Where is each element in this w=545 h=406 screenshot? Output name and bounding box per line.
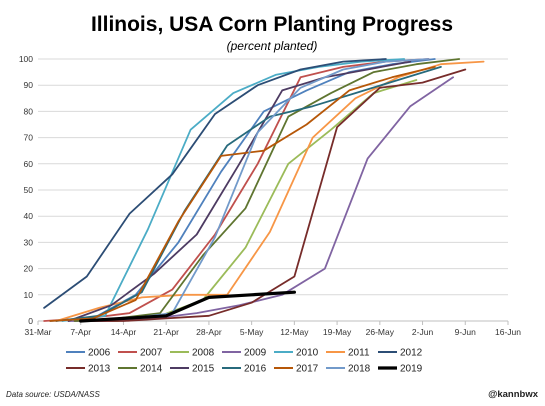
x-tick-label: 9-Jun (455, 327, 477, 337)
legend-label-2006: 2006 (88, 348, 111, 359)
legend: 2006 2007 2008 2009 2010 2011 2012 2013 2014 2015… (66, 348, 423, 375)
y-axis-ticks: 0 10 20 30 40 50 60 70 80 90 100 (19, 54, 33, 326)
y-tick-label: 50 (24, 185, 34, 195)
x-tick-label: 7-Apr (70, 327, 91, 337)
x-tick-label: 2-Jun (412, 327, 434, 337)
legend-label-2009: 2009 (244, 348, 267, 359)
legend-label-2010: 2010 (296, 348, 319, 359)
series-line-2019 (79, 290, 296, 323)
legend-label-2013: 2013 (88, 364, 111, 375)
legend-label-2012: 2012 (400, 348, 423, 359)
y-tick-label: 0 (28, 316, 33, 326)
y-tick-label: 20 (24, 264, 34, 274)
x-tick-label: 19-May (323, 327, 352, 337)
series-line-2008 (73, 79, 418, 322)
legend-label-2017: 2017 (296, 364, 319, 375)
legend-label-2016: 2016 (244, 364, 267, 375)
series-line-2009 (67, 76, 455, 322)
y-tick-label: 80 (24, 106, 34, 116)
series-lines (43, 58, 485, 323)
y-tick-label: 40 (24, 211, 34, 221)
x-tick-label: 31-Mar (25, 327, 52, 337)
chart-subtitle: (percent planted) (227, 39, 318, 53)
legend-label-2008: 2008 (192, 348, 215, 359)
series-line-2010 (61, 58, 406, 322)
x-tick-label: 12-May (280, 327, 309, 337)
legend-label-2011: 2011 (348, 348, 370, 359)
series-line-2012 (43, 58, 387, 309)
author-handle: @kannbwx (488, 389, 539, 400)
series-line-2016 (55, 66, 442, 322)
x-tick-label: 14-Apr (111, 327, 137, 337)
legend-label-2014: 2014 (140, 364, 163, 375)
y-tick-label: 10 (24, 290, 34, 300)
x-axis-ticks: 31-Mar 7-Apr 14-Apr 21-Apr 28-Apr 5-May 12-May… (25, 321, 521, 337)
x-tick-label: 28-Apr (196, 327, 222, 337)
series-line-2015 (67, 60, 412, 322)
series-line-2007 (43, 58, 430, 322)
legend-label-2015: 2015 (192, 364, 215, 375)
legend-label-2018: 2018 (348, 364, 371, 375)
legend-label-2007: 2007 (140, 348, 163, 359)
x-tick-label: 5-May (240, 327, 264, 337)
y-tick-label: 90 (24, 80, 34, 90)
series-line-2013 (79, 68, 467, 322)
grid-lines (38, 58, 508, 322)
y-tick-label: 60 (24, 159, 34, 169)
series-line-2014 (73, 58, 461, 322)
legend-label-2019: 2019 (400, 364, 423, 375)
y-tick-label: 30 (24, 237, 34, 247)
x-tick-label: 16-Jun (495, 327, 521, 337)
x-tick-label: 21-Apr (153, 327, 179, 337)
x-tick-label: 26-May (366, 327, 395, 337)
series-line-2017 (49, 66, 436, 322)
y-tick-label: 100 (19, 54, 33, 64)
data-source: Data source: USDA/NASS (6, 390, 100, 399)
y-tick-label: 70 (24, 133, 34, 143)
chart-title: Illinois, USA Corn Planting Progress (91, 13, 453, 36)
